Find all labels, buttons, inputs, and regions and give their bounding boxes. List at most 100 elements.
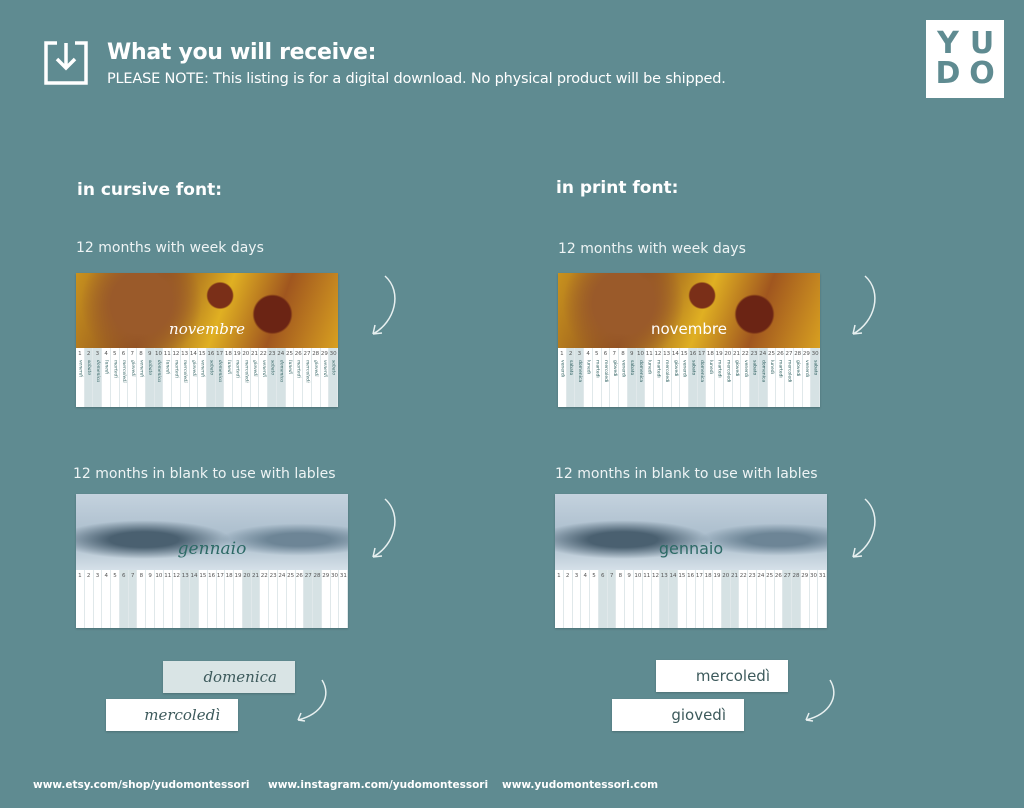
day-column: 22 venerdì <box>259 348 269 407</box>
day-number: 7 <box>609 573 614 579</box>
day-number: 24 <box>277 351 285 357</box>
day-column: 20 <box>721 570 731 628</box>
day-column: 10 <box>155 570 164 628</box>
day-number: 10 <box>634 573 642 579</box>
day-column: 8 venerdì <box>137 348 146 407</box>
weekday-label: sabato <box>269 360 275 376</box>
day-column: 31 <box>339 570 348 628</box>
page-title: What you will receive: <box>107 40 377 65</box>
day-column: 15 <box>678 570 687 628</box>
label-card: mercoledì <box>656 660 788 692</box>
weekday-label: domenica <box>699 360 705 383</box>
day-number: 8 <box>139 351 143 357</box>
day-column: 3 <box>94 570 103 628</box>
day-number: 11 <box>645 351 653 357</box>
day-column: 9 sabato <box>627 348 637 407</box>
download-note: PLEASE NOTE: This listing is for a digit… <box>107 71 726 87</box>
day-column: 30 sabato <box>811 348 820 407</box>
month-name: gennaio <box>658 539 724 558</box>
weekday-label: venerdì <box>138 360 144 378</box>
day-column: 13 mercoledì <box>181 348 190 407</box>
weekday-label: lunedì <box>225 360 231 375</box>
day-number: 16 <box>208 573 216 579</box>
day-column: 3 <box>573 570 582 628</box>
etsy-link[interactable]: www.etsy.com/shop/yudomontessori <box>33 779 250 791</box>
day-number: 9 <box>147 351 152 357</box>
weekday-label: sabato <box>208 360 214 376</box>
day-column: 29 venerdì <box>803 348 812 407</box>
day-number: 29 <box>322 573 330 579</box>
day-number: 18 <box>704 573 712 579</box>
day-number: 25 <box>766 573 774 579</box>
day-column: 14 giovedì <box>672 348 681 407</box>
day-number: 6 <box>601 573 605 579</box>
day-number: 17 <box>695 573 703 579</box>
day-column: 30 sabato <box>329 348 338 407</box>
website-link[interactable]: www.yudomontessori.com <box>502 779 659 791</box>
day-column: 17 <box>696 570 705 628</box>
day-column: 23 sabato <box>268 348 277 407</box>
day-number: 24 <box>757 573 765 579</box>
cursive-weekdays-title: 12 months with week days <box>76 240 264 256</box>
day-number: 14 <box>189 351 197 357</box>
weekday-label: martedì <box>594 360 600 378</box>
day-number: 30 <box>331 573 339 579</box>
day-column: 22 <box>739 570 749 628</box>
weekday-label: giovedì <box>313 360 319 377</box>
day-number: 3 <box>577 351 582 357</box>
day-column: 30 <box>810 570 819 628</box>
day-number: 10 <box>636 351 644 357</box>
day-number: 15 <box>199 573 207 579</box>
weekday-label: mercoledì <box>725 360 731 383</box>
day-number: 7 <box>130 351 135 357</box>
day-number: 21 <box>733 351 741 357</box>
day-column: 13 mercoledì <box>663 348 672 407</box>
weekday-label: mercoledì <box>182 360 188 383</box>
day-column: 10 <box>634 570 643 628</box>
day-number: 18 <box>225 573 233 579</box>
day-number: 26 <box>774 573 782 579</box>
cursive-january-calendar: gennaio 1 2 3 4 5 6 7 8 9 10 11 12 13 14 15 16 17 18 19 20 2… <box>76 494 348 628</box>
day-column: 19 <box>234 570 243 628</box>
day-number: 22 <box>739 573 747 579</box>
day-column: 15 venerdì <box>680 348 690 407</box>
weekday-label: venerdì <box>321 360 327 378</box>
day-number: 7 <box>612 351 617 357</box>
day-column: 28 giovedì <box>794 348 803 407</box>
day-column: 27 mercoledì <box>785 348 794 407</box>
day-column: 18 lunedì <box>224 348 234 407</box>
day-column: 5 <box>111 570 120 628</box>
day-column: 3 domenica <box>93 348 103 407</box>
day-column: 11 lunedì <box>163 348 173 407</box>
day-number: 5 <box>113 351 117 357</box>
day-column: 26 <box>775 570 784 628</box>
day-number: 6 <box>122 573 126 579</box>
day-number: 8 <box>621 351 625 357</box>
weekday-label: domenica <box>155 360 161 383</box>
weekday-label: lunedì <box>164 360 170 375</box>
day-number: 20 <box>243 573 251 579</box>
weekday-label: lunedì <box>103 360 109 375</box>
weekday-label: venerdì <box>559 360 565 377</box>
day-column: 12 <box>652 570 661 628</box>
day-column: 1 venerdì <box>558 348 567 407</box>
day-column: 3 domenica <box>575 348 585 407</box>
day-number: 24 <box>278 573 286 579</box>
print-blank-title: 12 months in blank to use with lables <box>555 466 818 482</box>
day-number: 1 <box>78 351 82 357</box>
instagram-link[interactable]: www.instagram.com/yudomontessori <box>268 779 489 791</box>
day-column: 23 <box>269 570 278 628</box>
weekday-label: venerdì <box>199 360 205 378</box>
weekday-label: domenica <box>278 360 284 383</box>
month-name: novembre <box>169 320 245 338</box>
day-column: 4 lunedì <box>102 348 111 407</box>
day-column: 28 <box>313 570 322 628</box>
weekday-label: venerdì <box>260 360 266 378</box>
day-number: 4 <box>586 351 590 357</box>
day-column: 28 <box>792 570 801 628</box>
print-january-calendar: gennaio 1 2 3 4 5 6 7 8 9 10 11 12 13 14 15 16 17 18 19 20 2… <box>555 494 827 628</box>
weekday-label: sabato <box>147 360 153 376</box>
day-number: 25 <box>767 351 775 357</box>
day-number: 25 <box>285 351 293 357</box>
weekday-label: domenica <box>637 360 643 383</box>
